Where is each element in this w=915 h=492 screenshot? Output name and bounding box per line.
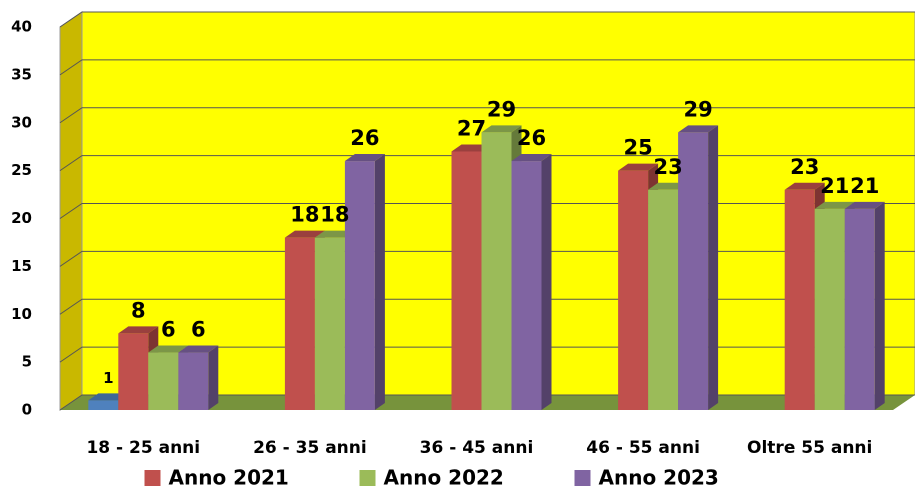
y-tick-label: 30 bbox=[11, 113, 32, 131]
bar bbox=[88, 400, 119, 410]
bar bbox=[678, 132, 709, 410]
data-label: 25 bbox=[623, 136, 652, 160]
bar-top bbox=[118, 326, 159, 334]
data-label: 29 bbox=[683, 97, 712, 121]
legend-label: Anno 2021 bbox=[169, 466, 289, 490]
y-tick-label: 10 bbox=[11, 305, 32, 323]
grid-line bbox=[59, 107, 915, 124]
data-label: 1 bbox=[103, 369, 113, 387]
bar bbox=[844, 208, 875, 410]
bar-top bbox=[814, 201, 855, 209]
x-tick-label: 36 - 45 anni bbox=[420, 438, 534, 458]
y-tick-label: 20 bbox=[11, 209, 32, 227]
x-tick-label: 26 - 35 anni bbox=[253, 438, 367, 458]
y-tick-label: 40 bbox=[11, 18, 32, 36]
data-label: 18 bbox=[290, 203, 319, 227]
data-label: 23 bbox=[790, 155, 819, 179]
bar bbox=[481, 132, 512, 410]
legend-swatch bbox=[144, 470, 161, 486]
bar bbox=[284, 237, 315, 410]
grid-line bbox=[59, 59, 915, 76]
bar-top bbox=[844, 201, 885, 209]
y-tick-label: 0 bbox=[22, 401, 32, 419]
data-label: 8 bbox=[131, 298, 146, 322]
bar-top bbox=[284, 230, 325, 238]
data-label: 27 bbox=[457, 116, 486, 140]
data-label: 21 bbox=[820, 174, 849, 198]
bar-side bbox=[708, 125, 719, 410]
bar bbox=[451, 151, 482, 410]
x-tick-label: 18 - 25 anni bbox=[86, 438, 200, 458]
bar bbox=[178, 352, 209, 410]
data-label: 29 bbox=[487, 97, 516, 121]
bar bbox=[618, 170, 649, 410]
legend-label: Anno 2023 bbox=[599, 466, 719, 490]
bar bbox=[784, 189, 815, 410]
bar bbox=[118, 333, 149, 410]
bar-top bbox=[511, 154, 552, 162]
legend-swatch bbox=[359, 470, 376, 486]
y-tick-label: 25 bbox=[11, 161, 32, 179]
y-tick-label: 35 bbox=[11, 65, 32, 83]
data-label: 23 bbox=[653, 155, 682, 179]
bar-side bbox=[541, 154, 552, 410]
grid-line bbox=[59, 155, 915, 172]
legend-swatch bbox=[574, 470, 591, 486]
bar bbox=[148, 352, 179, 410]
bar-side bbox=[374, 154, 385, 410]
bar-top bbox=[678, 125, 719, 133]
data-label: 21 bbox=[850, 174, 879, 198]
bar-side bbox=[208, 345, 219, 410]
x-tick-label: 46 - 55 anni bbox=[586, 438, 700, 458]
x-tick-label: Oltre 55 anni bbox=[747, 438, 872, 458]
bar-top bbox=[784, 182, 825, 190]
bar-top bbox=[618, 163, 659, 171]
data-label: 6 bbox=[191, 318, 206, 342]
data-label: 18 bbox=[320, 203, 349, 227]
bar-top bbox=[178, 345, 219, 353]
bar-top bbox=[148, 345, 189, 353]
bar bbox=[314, 237, 345, 410]
bar-top bbox=[344, 154, 385, 162]
data-label: 26 bbox=[517, 126, 546, 150]
bar-top bbox=[481, 125, 522, 133]
legend-label: Anno 2022 bbox=[384, 466, 504, 490]
bar bbox=[511, 161, 542, 410]
data-label: 6 bbox=[161, 318, 176, 342]
y-tick-label: 15 bbox=[11, 257, 32, 275]
grid-line bbox=[59, 11, 915, 28]
bar bbox=[344, 161, 375, 410]
bar bbox=[814, 208, 845, 410]
y-tick-label: 5 bbox=[22, 353, 32, 371]
bar bbox=[648, 189, 679, 410]
bar-side bbox=[874, 201, 885, 410]
data-label: 26 bbox=[350, 126, 379, 150]
